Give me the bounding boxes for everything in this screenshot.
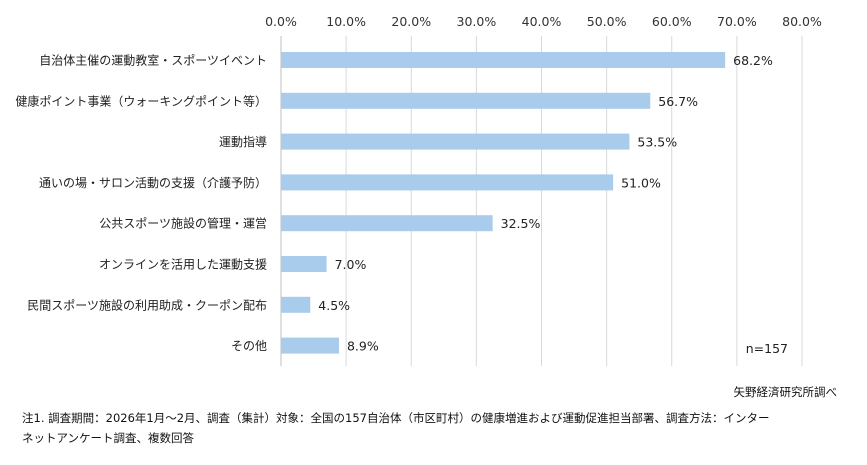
x-tick-label: 60.0% — [652, 14, 692, 29]
value-labels: 68.2% 56.7% 53.5% 51.0% 32.5% 7.0% 4.5% 8.9% — [318, 53, 773, 354]
bar — [281, 92, 651, 109]
survey-note-line1: 注1. 調査期間：2026年1月～2月、調査（集計）対象：全国の157自治体（市… — [22, 411, 770, 425]
category-label: 通いの場・サロン活動の支援（介護予防） — [39, 175, 267, 190]
sample-size-label: n=157 — [746, 341, 788, 356]
data-label: 68.2% — [733, 53, 773, 68]
x-tick-label: 30.0% — [457, 14, 497, 29]
category-label: 健康ポイント事業（ウォーキングポイント等） — [15, 93, 267, 108]
data-label: 51.0% — [621, 175, 661, 190]
x-tick-label: 40.0% — [522, 14, 562, 29]
bars — [281, 52, 726, 354]
bar — [281, 174, 614, 191]
source-label: 矢野経済研究所調べ — [733, 385, 838, 399]
data-label: 56.7% — [658, 94, 698, 109]
data-label: 4.5% — [318, 298, 350, 313]
data-label: 7.0% — [335, 257, 367, 272]
bar — [281, 296, 311, 313]
category-label: その他 — [231, 339, 267, 353]
category-label: オンラインを活用した運動支援 — [99, 258, 267, 272]
gridlines — [280, 36, 803, 366]
x-tick-label: 0.0% — [265, 14, 297, 29]
x-axis-ticks: 0.0% 10.0% 20.0% 30.0% 40.0% 50.0% 60.0% 70.0% 8… — [265, 14, 822, 29]
x-tick-label: 20.0% — [391, 14, 431, 29]
category-label: 公共スポーツ施設の管理・運営 — [99, 216, 267, 231]
bar-chart: 0.0% 10.0% 20.0% 30.0% 40.0% 50.0% 60.0% 70.0% 8… — [15, 14, 822, 366]
bar — [281, 337, 339, 354]
data-label: 53.5% — [637, 135, 677, 150]
x-tick-label: 50.0% — [587, 14, 627, 29]
survey-note-line2: ネットアンケート調査、複数回答 — [22, 431, 195, 445]
data-label: 32.5% — [501, 216, 541, 231]
bar — [281, 256, 327, 272]
bar — [281, 133, 630, 150]
category-label: 民間スポーツ施設の利用助成・クーポン配布 — [27, 297, 267, 312]
bar — [281, 215, 493, 232]
x-tick-label: 10.0% — [326, 14, 366, 29]
data-label: 8.9% — [347, 339, 379, 354]
category-labels: 自治体主催の運動教室・スポーツイベント健康ポイント事業（ウォーキングポイント等）… — [15, 53, 267, 354]
bar — [281, 52, 726, 68]
x-tick-label: 80.0% — [782, 14, 822, 29]
category-label: 運動指導 — [219, 134, 267, 149]
x-tick-label: 70.0% — [717, 14, 757, 29]
category-label: 自治体主催の運動教室・スポーツイベント — [39, 53, 267, 68]
